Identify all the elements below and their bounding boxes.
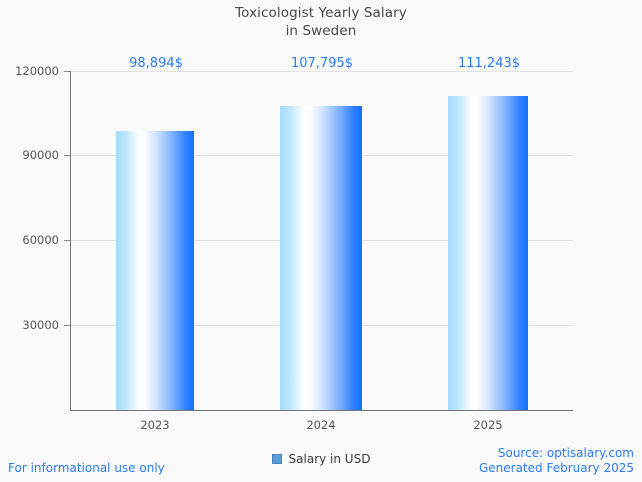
y-tick-mark-60000 [64,240,70,241]
footer-source: Source: optisalary.com [497,446,634,460]
bar-value-2023: 98,894$ [129,56,183,71]
plot-area [70,71,573,410]
y-axis-line [70,71,71,411]
y-tick-mark-30000 [64,325,70,326]
footer-source-block: Source: optisalary.com Generated Februar… [479,446,634,476]
y-tick-label-30000: 30000 [22,318,59,332]
footer-generated-date: Generated February 2025 [478,461,634,475]
y-tick-label-120000: 120000 [15,64,59,78]
bar-2024[interactable] [280,106,362,410]
y-tick-label-90000: 90000 [22,148,59,162]
x-tick-label-2023: 2023 [140,418,170,432]
bar-2025[interactable] [448,96,528,410]
chart-title-line-1: Toxicologist Yearly Salary [235,5,407,21]
legend-color-swatch-icon [271,454,282,464]
bar-2023[interactable] [116,131,194,410]
footer-disclaimer: For informational use only [8,461,165,475]
gridline-120000 [70,71,573,72]
chart-legend: Salary in USD [0,452,642,466]
y-tick-label-60000: 60000 [22,233,59,247]
y-tick-mark-90000 [64,155,70,156]
legend-label-salary-in-usd[interactable]: Salary in USD [288,452,371,466]
bar-value-2025: 111,243$ [457,56,521,71]
x-axis-line [70,410,573,411]
x-tick-label-2024: 2024 [306,418,336,432]
chart-title: Toxicologist Yearly Salary in Sweden [0,4,642,40]
bar-value-2024: 107,795$ [290,56,354,71]
y-tick-mark-120000 [64,71,70,72]
x-tick-label-2025: 2025 [473,418,503,432]
chart-title-line-2: in Sweden [285,23,357,39]
